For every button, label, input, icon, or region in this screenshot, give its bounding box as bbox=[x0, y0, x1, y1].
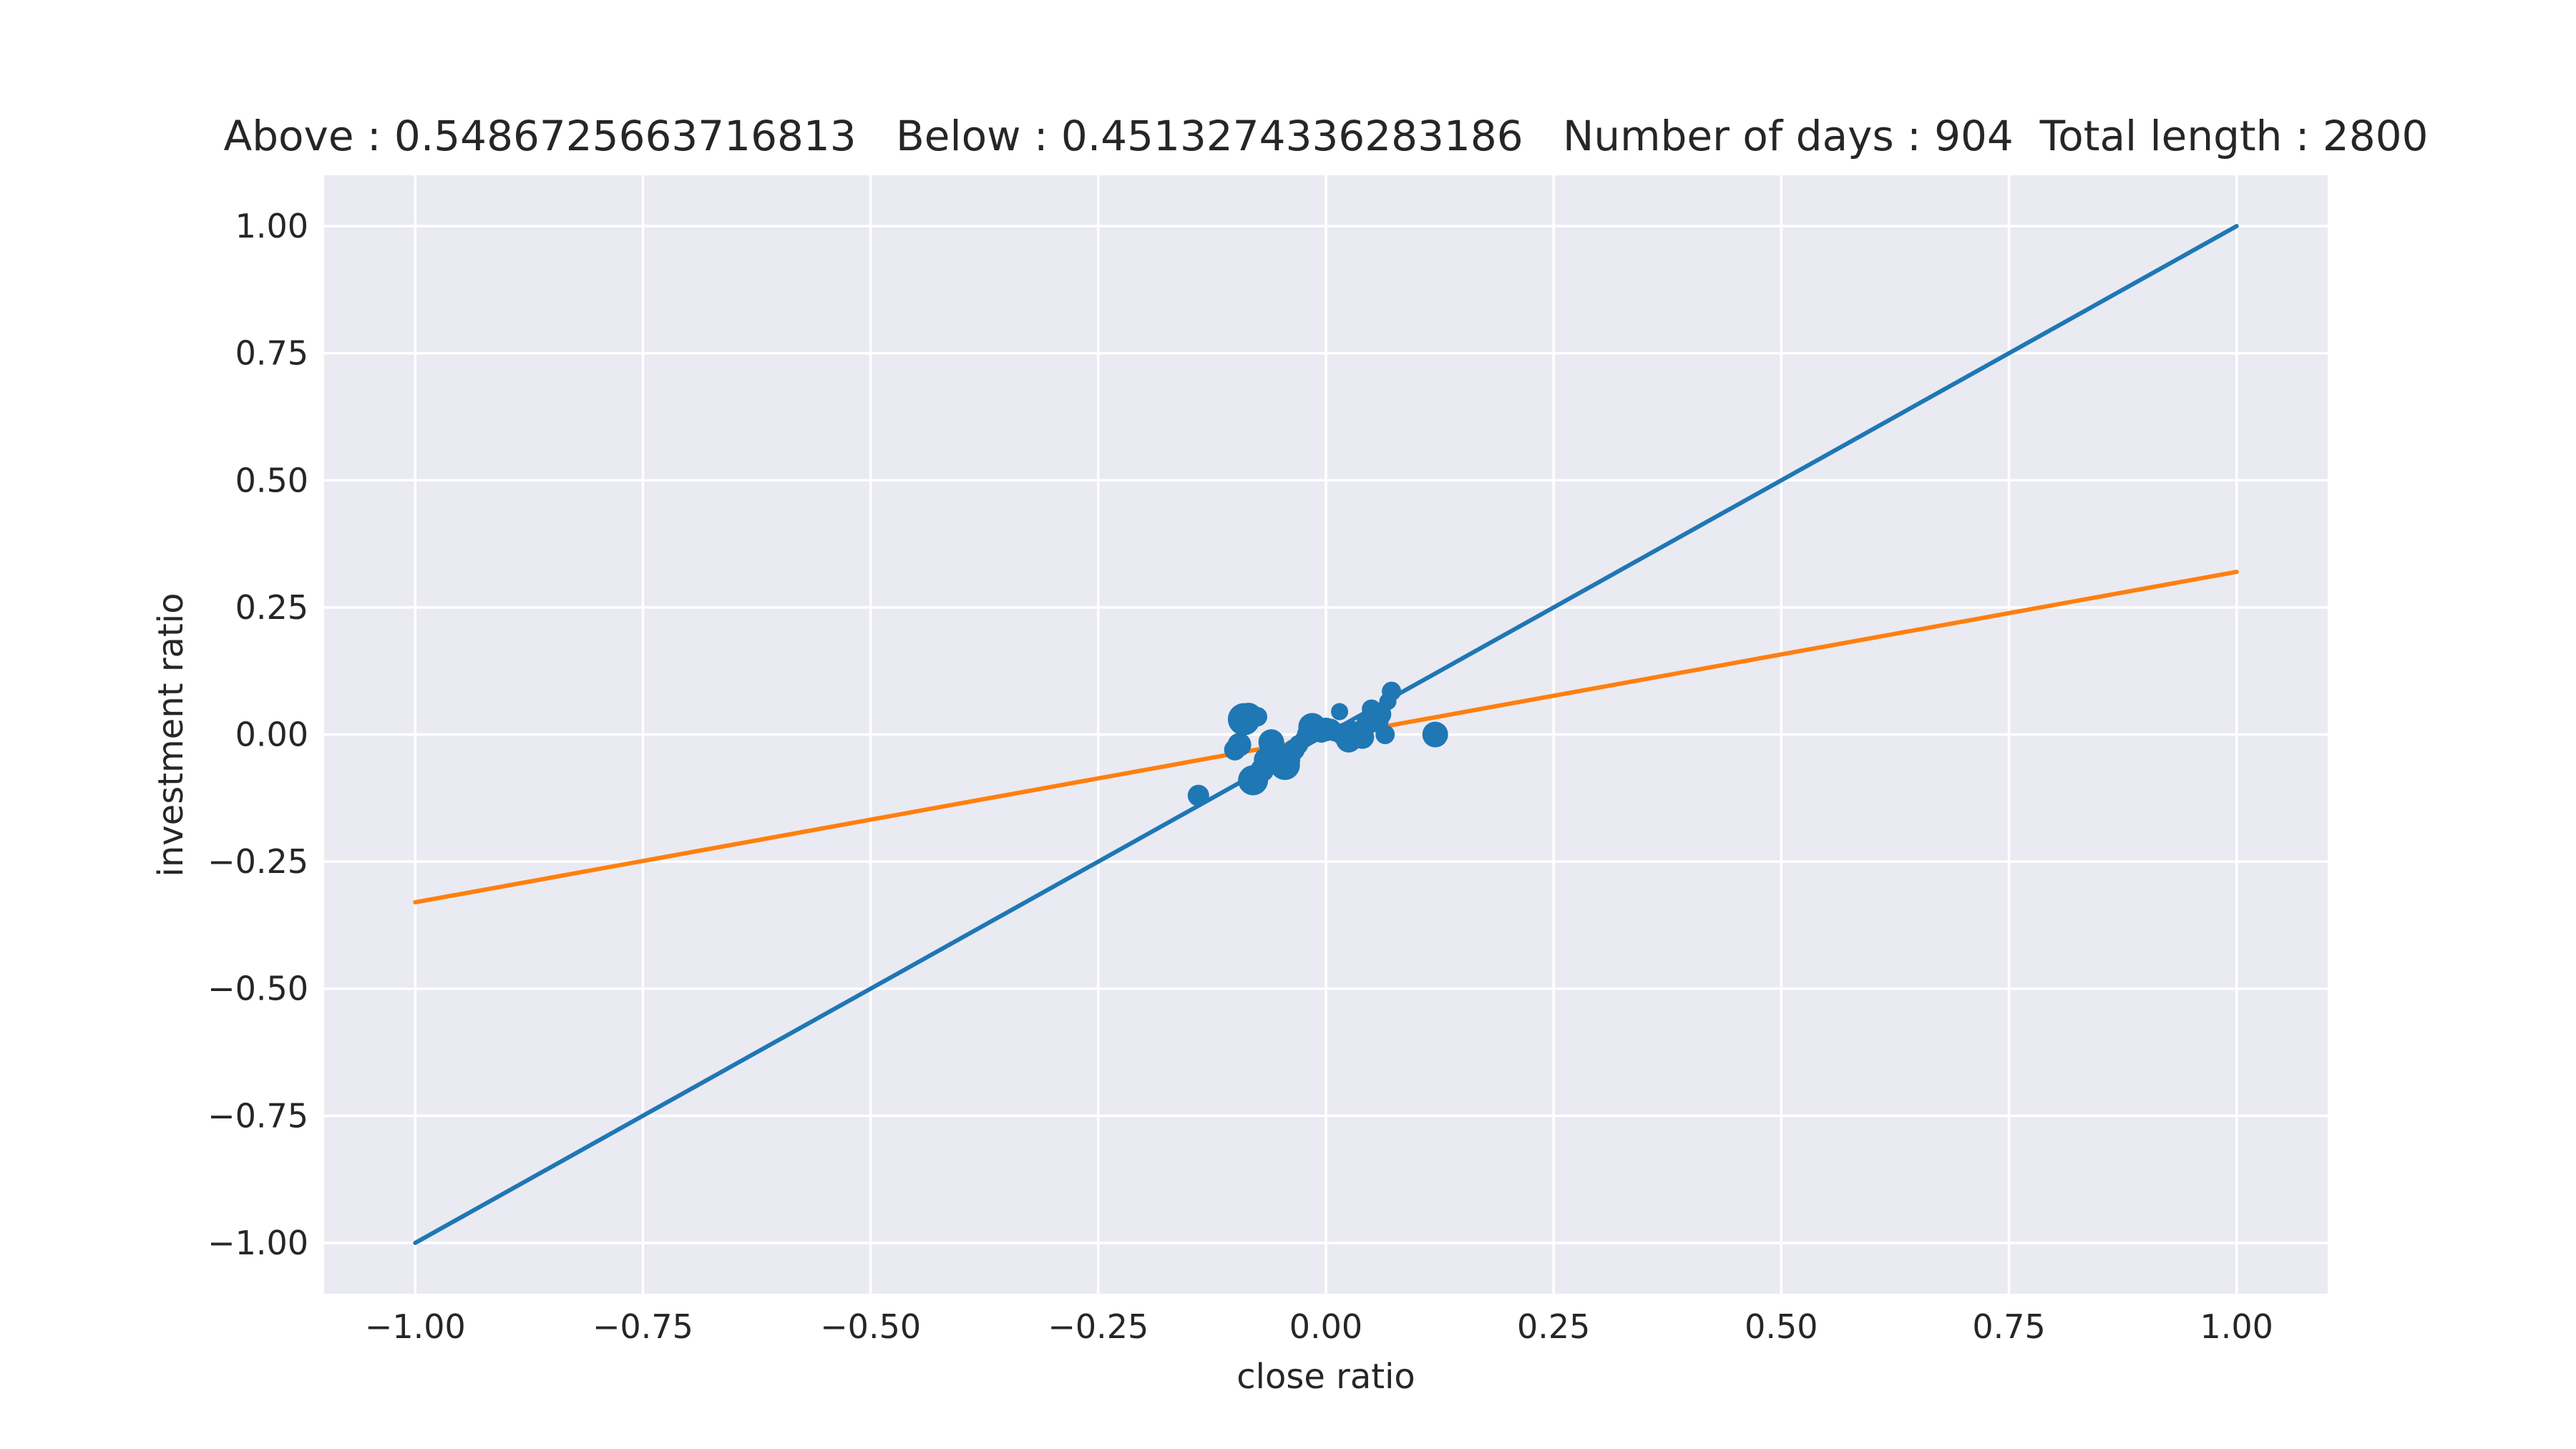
y-tick-label: −0.75 bbox=[208, 1096, 308, 1135]
y-tick-label: −1.00 bbox=[208, 1224, 308, 1262]
x-tick-label: 0.75 bbox=[1972, 1307, 2045, 1346]
y-tick-label: 0.50 bbox=[235, 461, 308, 499]
x-tick-label: −0.50 bbox=[820, 1307, 921, 1346]
x-tick-label: −1.00 bbox=[365, 1307, 466, 1346]
y-tick-label: 0.25 bbox=[235, 588, 308, 627]
y-tick-label: −0.25 bbox=[208, 842, 308, 881]
scatter-points bbox=[1187, 681, 1448, 806]
y-axis-label: investment ratio bbox=[151, 593, 191, 877]
tick-labels: −1.00 −0.75 −0.50 −0.25 0.00 0.25 0.50 0.75 1.00… bbox=[208, 207, 2273, 1346]
y-tick-label: 0.75 bbox=[235, 334, 308, 373]
scatter-point bbox=[1382, 681, 1402, 701]
scatter-point bbox=[1422, 721, 1448, 748]
x-tick-label: 0.00 bbox=[1289, 1307, 1362, 1346]
x-axis-label: close ratio bbox=[1236, 1357, 1415, 1397]
x-tick-label: −0.25 bbox=[1048, 1307, 1148, 1346]
chart-title: Above : 0.5486725663716813 Below : 0.451… bbox=[224, 112, 2429, 160]
x-tick-label: 0.25 bbox=[1517, 1307, 1590, 1346]
x-tick-label: 0.50 bbox=[1745, 1307, 1818, 1346]
scatter-point bbox=[1187, 784, 1209, 806]
x-tick-label: 1.00 bbox=[2200, 1307, 2273, 1346]
y-tick-label: 1.00 bbox=[235, 207, 308, 245]
scatter-point bbox=[1227, 733, 1252, 757]
y-tick-label: −0.50 bbox=[208, 970, 308, 1008]
scatter-point bbox=[1375, 725, 1395, 744]
scatter-point bbox=[1331, 703, 1349, 721]
scatter-point bbox=[1248, 707, 1268, 727]
x-tick-label: −0.75 bbox=[592, 1307, 693, 1346]
y-tick-label: 0.00 bbox=[235, 716, 308, 754]
